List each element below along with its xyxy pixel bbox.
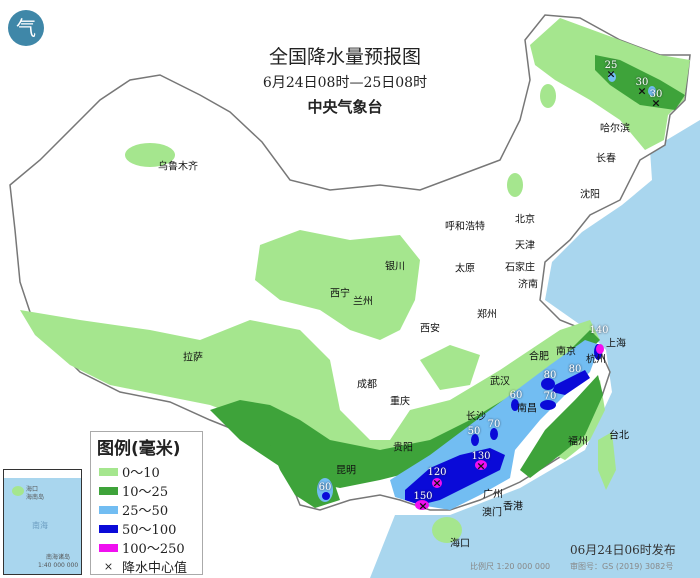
precip-center-marker: × — [606, 67, 616, 81]
legend-swatch — [99, 486, 118, 495]
city-label: 武汉 — [490, 376, 510, 388]
city-label: 呼和浩特 — [445, 221, 485, 233]
legend: 图例(毫米) 0～10 10～25 25～50 50～100 100～250 ×… — [90, 431, 203, 576]
city-label: 拉萨 — [183, 352, 203, 364]
issuer: 中央气象台 — [307, 98, 383, 116]
precip-center-marker: × — [651, 96, 661, 110]
city-label: 澳门 — [482, 507, 502, 519]
precip-center-value: 80 — [568, 364, 582, 375]
city-label: 沈阳 — [580, 189, 600, 201]
legend-item: 10～25 — [91, 481, 202, 500]
map-scale: 比例尺 1:20 000 000 — [470, 562, 551, 571]
precip-center-value: 60 — [318, 482, 332, 493]
legend-item: 0～10 — [91, 462, 202, 481]
precip-center-value: 25 — [604, 60, 618, 71]
city-label: 乌鲁木齐 — [158, 161, 198, 173]
city-label: 重庆 — [390, 396, 410, 408]
zone-100-250 — [415, 344, 604, 510]
legend-swatch — [99, 505, 118, 514]
city-label: 银川 — [385, 261, 405, 273]
city-label: 石家庄 — [505, 262, 535, 274]
precip-center-value: 150 — [413, 491, 433, 502]
legend-label: 100～250 — [122, 542, 185, 557]
legend-item: 50～100 — [91, 519, 202, 538]
city-label: 贵阳 — [393, 442, 413, 454]
city-label: 哈尔滨 — [600, 123, 630, 135]
legend-swatch — [99, 467, 118, 476]
city-label: 福州 — [568, 436, 588, 448]
city-label: 南京 — [556, 346, 576, 358]
city-label: 兰州 — [353, 296, 373, 308]
precip-center-value: 60 — [509, 390, 523, 401]
inset-city-label: 海口 — [26, 486, 39, 493]
legend-item: × 降水中心值 — [91, 557, 202, 576]
city-label: 上海 — [606, 338, 626, 350]
inset-islands-label: 南海诸岛 — [46, 554, 71, 561]
legend-title: 图例(毫米) — [97, 439, 181, 459]
city-label: 台北 — [609, 430, 629, 442]
city-label: 广州 — [483, 489, 503, 501]
precip-center-value: 80 — [543, 370, 557, 381]
city-label: 海口 — [450, 538, 470, 550]
map-title: 全国降水量预报图 — [268, 46, 421, 68]
precip-center-value: 120 — [427, 467, 447, 478]
city-label: 济南 — [518, 279, 538, 291]
precip-center-value: 140 — [589, 325, 609, 336]
city-label: 南昌 — [517, 403, 537, 415]
city-label: 杭州 — [586, 354, 606, 366]
legend-item: 100～250 — [91, 538, 202, 557]
publish-time: 06月24日06时发布 — [570, 543, 676, 557]
inset-land — [4, 470, 81, 478]
inset-sea-label: 南海 — [32, 521, 48, 530]
map-approval-number: 审图号：GS (2019) 3082号 — [570, 562, 674, 571]
forecast-period: 6月24日08时—25日08时 — [262, 75, 428, 91]
precip-center-marker: × — [418, 499, 428, 513]
precip-center-value: 130 — [471, 451, 491, 462]
city-label: 天津 — [515, 240, 535, 252]
city-label: 西安 — [420, 323, 440, 335]
city-label: 太原 — [455, 263, 475, 275]
precip-center-marker: × — [637, 84, 647, 98]
legend-swatch — [99, 543, 118, 552]
precip-center-marker: × — [432, 476, 442, 490]
legend-label: 0～10 — [122, 466, 160, 481]
city-label: 昆明 — [336, 465, 356, 477]
precip-center-value: 30 — [635, 77, 649, 88]
city-label: 合肥 — [529, 351, 549, 363]
precip-center-value: 30 — [649, 89, 663, 100]
inset-island-label: 海南岛 — [26, 494, 45, 501]
city-label: 成都 — [357, 379, 377, 391]
city-label: 香港 — [503, 501, 523, 513]
south-china-sea-inset: 海口 海南岛 南海 南海诸岛 1:40 000 000 — [3, 469, 82, 575]
inset-scale: 1:40 000 000 — [38, 562, 79, 569]
sea — [370, 120, 700, 578]
city-label: 长沙 — [466, 411, 486, 423]
city-label: 西宁 — [330, 288, 350, 300]
legend-label: 25～50 — [122, 504, 169, 519]
city-label: 北京 — [515, 214, 535, 226]
city-label: 郑州 — [477, 309, 497, 321]
cma-logo: 气 — [8, 10, 44, 46]
precip-center-marker: × — [476, 459, 486, 473]
inset-hainan — [12, 486, 24, 496]
precip-center-value: 70 — [487, 419, 501, 430]
legend-label: 10～25 — [122, 485, 169, 500]
cross-icon: × — [103, 560, 114, 573]
legend-swatch — [99, 524, 118, 533]
legend-item: 25～50 — [91, 500, 202, 519]
city-label: 长春 — [596, 153, 616, 165]
precip-center-value: 50 — [467, 426, 481, 437]
precip-center-value: 70 — [543, 391, 557, 402]
legend-label: 50～100 — [122, 523, 177, 538]
legend-label: 降水中心值 — [122, 561, 188, 576]
